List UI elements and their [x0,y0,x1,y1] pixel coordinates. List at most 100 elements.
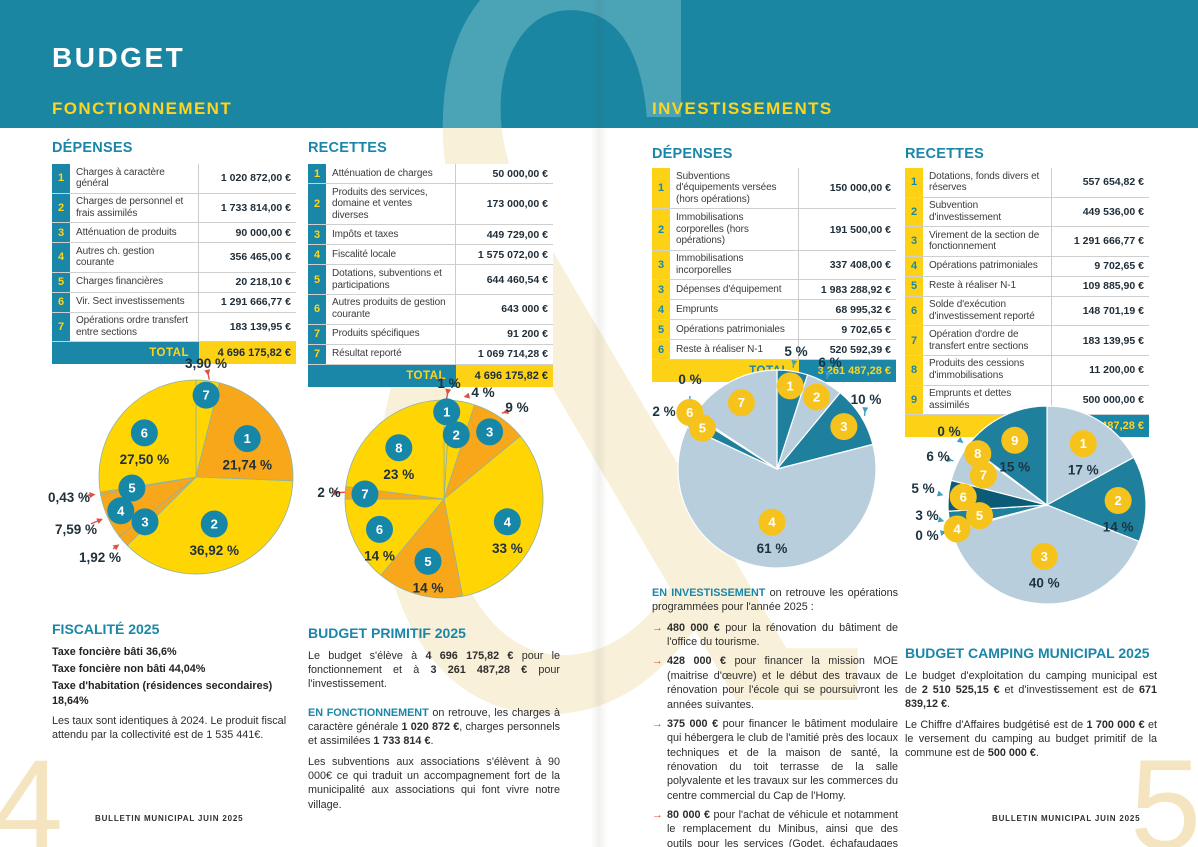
row-number-badge: 2 [308,184,326,225]
slice-percent-label: 40 % [1029,575,1060,590]
text-segment: 428 000 € [667,655,726,668]
total-value: 4 696 175,82 € [456,364,553,387]
slice-number-badge [676,398,704,426]
row-number-badge: 7 [905,326,923,355]
slice-percent-label: 6 % [926,449,949,464]
table-row: 2 Produits des services, domaine et vente… [308,184,553,226]
table-row: 3 Impôts et taxes 449 729,00 € [308,225,553,246]
table-fonctionnement-depenses: 1 Charges à caractère général 1 020 872,00… [52,164,296,365]
text-segment: 1 700 000 € [1086,718,1145,731]
section-title-investissements: INVESTISSEMENTS [652,99,833,118]
slice-percent-label: 14 % [1103,520,1134,535]
row-label: Produits spécifiques [332,328,420,340]
section-title-fonctionnement: FONCTIONNEMENT [52,99,233,118]
camping-block: BUDGET CAMPING MUNICIPAL 2025 Le budget … [905,644,1157,767]
tax-rate-line: Taxe foncière bâti 36,6% [52,645,177,658]
row-value: 557 654,82 € [1051,168,1149,197]
row-value: 449 536,00 € [1051,197,1149,227]
slice-number-badge [493,508,521,536]
row-value: 1 575 072,00 € [455,245,553,265]
slice-percent-label: 10 % [851,392,882,407]
table-row: 5 Dotations, subventions et participation… [308,265,553,295]
row-number-badge: 2 [905,197,923,227]
text-segment: , charges personnels et assimilées [308,721,560,748]
row-number-badge: 4 [52,243,70,272]
slice-percent-label: 0 % [937,424,960,439]
slice-number-badge [969,461,997,489]
pie-slice-4 [677,426,877,569]
slice-number: 3 [486,424,493,439]
row-label: Produits des services, domaine et ventes… [332,186,428,222]
slice-percent-label: 2 % [317,485,340,500]
row-label: Autres ch. gestion courante [76,245,155,269]
pie-slice-4 [443,435,544,597]
slice-number: 7 [980,468,987,483]
slice-number: 8 [974,446,981,461]
slice-number: 5 [424,554,431,569]
slice-number-badge [351,480,379,508]
slice-number: 5 [976,508,983,523]
row-number-badge: 5 [52,272,70,292]
slice-number: 6 [686,405,693,420]
text-segment: pour financer le bâtiment modulaire qui … [667,717,898,802]
row-value: 173 000,00 € [455,184,553,225]
slice-number: 2 [813,389,820,404]
table-row: 7 Résultat reporté 1 069 714,28 € [308,344,553,365]
table-row: 5 Reste à réaliser N-1 109 885,90 € [905,276,1149,297]
row-number-badge: 6 [652,340,670,360]
row-number-badge: 2 [652,209,670,250]
row-value: 20 218,10 € [198,272,296,292]
investissement-items: → 480 000 € pour la rénovation du bâtimen… [652,621,898,847]
table-row: 2 Subvention d'investissement 449 536,00 € [905,197,1149,228]
paragraph: EN FONCTIONNEMENT on retrouve, les charg… [308,706,560,749]
pie-slice-6 [344,498,445,576]
row-label: Dépenses d'équipement [676,283,782,295]
table-row: 2 Charges de personnel et frais assimilés… [52,193,296,224]
investment-item: → 428 000 € pour financer la mission MOE … [652,654,898,711]
pie-slice-5 [380,498,464,599]
table-total-row: TOTAL 4 696 175,82 € [308,364,553,387]
row-number-badge: 3 [652,250,670,280]
row-number-badge: 4 [905,256,923,276]
label-arrowhead-icon [96,518,103,524]
table-heading-fonctionnement-depenses: DÉPENSES [52,140,133,156]
text-segment: pour l'investissement. [308,663,561,691]
label-arrowhead-icon [502,408,510,414]
page-number-left: 4 [0,734,64,847]
row-label: Atténuation de charges [332,167,433,179]
slice-number: 2 [453,427,460,442]
slice-number: 3 [141,514,148,529]
row-number-badge: 3 [52,223,70,243]
row-label: Opérations patrimoniales [929,260,1038,272]
fiscalite-body: Les taux sont identiques à 2024. Le prod… [52,715,287,742]
slice-number-badge [727,389,755,417]
row-value: 9 702,65 € [798,320,896,340]
row-number-badge: 7 [308,344,326,364]
slice-percent-label: 4 % [471,385,494,400]
paragraph: Le budget s'élève à 4 696 175,82 € pour … [308,649,560,692]
slice-number-badge [131,508,159,536]
slice-number-badge [385,434,413,462]
row-value: 644 460,54 € [455,265,553,294]
row-label: Subvention d'investissement [929,200,1002,223]
text-segment: 80 000 € [667,809,710,822]
budget-primitif-block: BUDGET PRIMITIF 2025 Le budget s'élève à… [308,624,560,818]
row-label: Opérations ordre transfert entre section… [76,315,188,339]
row-label: Impôts et taxes [332,228,399,240]
row-value: 356 465,00 € [198,243,296,272]
table-row: 8 Produits des cessions d'immobilisations… [905,355,1149,386]
table-investissements-depenses: 1 Subventions d'équipements versées (hors… [652,168,896,383]
paragraph: Les subventions aux associations s'élève… [308,755,560,812]
table-row: 4 Fiscalité locale 1 575 072,00 € [308,245,553,266]
table-investissements-recettes: 1 Dotations, fonds divers et réserves 557 … [905,168,1149,438]
label-arrowhead-icon [334,489,341,496]
slice-number: 4 [953,521,961,536]
table-row: 6 Reste à réaliser N-1 520 592,39 € [652,340,896,361]
row-value: 109 885,90 € [1051,276,1149,296]
ampersand-header-overlay: & [335,0,887,128]
row-label: Immobilisations corporelles (hors opérat… [676,211,749,247]
investissement-block: EN INVESTISSEMENT on retrouve les opérat… [652,586,898,847]
slice-number-badge [233,425,261,453]
row-label: Subventions d'équipements versées (hors … [676,170,777,206]
